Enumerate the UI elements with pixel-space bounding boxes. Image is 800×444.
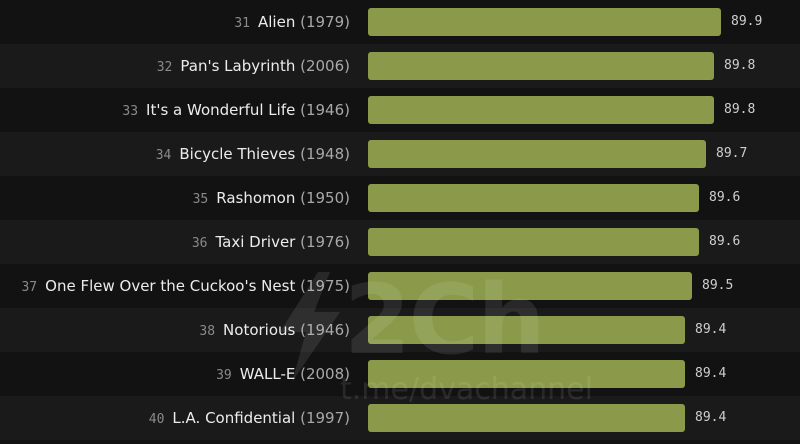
value-label: 89.9: [731, 14, 763, 29]
value-label: 89.7: [716, 146, 748, 161]
chart-row: 36 Taxi Driver (1976) 89.6: [0, 220, 800, 264]
bar-label: 39 WALL-E (2008): [216, 352, 350, 396]
movie-year: (1975): [295, 277, 350, 295]
rank-label: 35: [192, 192, 209, 207]
movie-year: (1950): [295, 189, 350, 207]
movie-title: Pan's Labyrinth: [180, 57, 296, 75]
rank-label: 34: [155, 148, 172, 163]
bar-label: 32 Pan's Labyrinth (2006): [157, 44, 350, 88]
bar: [368, 360, 685, 388]
bar-label: 38 Notorious (1946): [199, 308, 350, 352]
value-label: 89.8: [724, 102, 756, 117]
bar: [368, 228, 699, 256]
movie-title: It's a Wonderful Life: [146, 101, 296, 119]
movie-year: (1948): [295, 145, 350, 163]
bar: [368, 404, 685, 432]
bar-label: 36 Taxi Driver (1976): [192, 220, 350, 264]
movie-title: Notorious: [223, 321, 296, 339]
movie-year: (1946): [295, 321, 350, 339]
value-label: 89.4: [695, 366, 727, 381]
bar-label: 31 Alien (1979): [234, 0, 350, 44]
rank-label: 37: [21, 280, 38, 295]
movie-year: (1976): [295, 233, 350, 251]
chart-row: 32 Pan's Labyrinth (2006) 89.8: [0, 44, 800, 88]
bar-label: 33 It's a Wonderful Life (1946): [122, 88, 350, 132]
rank-label: 36: [191, 236, 208, 251]
bar: [368, 316, 685, 344]
value-label: 89.8: [724, 58, 756, 73]
bar: [368, 184, 699, 212]
rank-label: 33: [122, 104, 139, 119]
chart-row: 37 One Flew Over the Cuckoo's Nest (1975)…: [0, 264, 800, 308]
movie-year: (1979): [295, 13, 350, 31]
value-label: 89.6: [709, 190, 741, 205]
rank-label: 32: [156, 60, 173, 75]
chart-row: 35 Rashomon (1950) 89.6: [0, 176, 800, 220]
bar-label: 37 One Flew Over the Cuckoo's Nest (1975): [21, 264, 350, 308]
bar-label: 40 L.A. Confidential (1997): [149, 396, 350, 440]
value-label: 89.5: [702, 278, 734, 293]
bar: [368, 272, 692, 300]
movie-title: L.A. Confidential: [172, 409, 296, 427]
movie-title: Rashomon: [216, 189, 296, 207]
rank-label: 39: [216, 368, 232, 383]
movie-title: Taxi Driver: [215, 233, 296, 251]
chart-row: 39 WALL-E (2008) 89.4: [0, 352, 800, 396]
value-label: 89.4: [695, 410, 727, 425]
bar: [368, 52, 714, 80]
movie-year: (1946): [295, 101, 350, 119]
movie-year: (1997): [295, 409, 350, 427]
rank-label: 38: [199, 324, 216, 339]
movie-title: Alien: [258, 13, 296, 31]
chart-row: 40 L.A. Confidential (1997) 89.4: [0, 396, 800, 440]
rank-label: 31: [234, 16, 250, 31]
movie-title: Bicycle Thieves: [179, 145, 296, 163]
chart-row: 38 Notorious (1946) 89.4: [0, 308, 800, 352]
value-label: 89.6: [709, 234, 741, 249]
bar: [368, 96, 714, 124]
bar: [368, 8, 721, 36]
value-label: 89.4: [695, 322, 727, 337]
chart-row: 33 It's a Wonderful Life (1946) 89.8: [0, 88, 800, 132]
movie-title: WALL-E: [239, 365, 296, 383]
chart-row: 34 Bicycle Thieves (1948) 89.7: [0, 132, 800, 176]
movie-year: (2006): [295, 57, 350, 75]
bar-label: 34 Bicycle Thieves (1948): [156, 132, 350, 176]
chart-row: 31 Alien (1979) 89.9: [0, 0, 800, 44]
bar: [368, 140, 706, 168]
bar-label: 35 Rashomon (1950): [193, 176, 350, 220]
movie-year: (2008): [295, 365, 350, 383]
movie-title: One Flew Over the Cuckoo's Nest: [45, 277, 296, 295]
rank-label: 40: [148, 412, 165, 427]
